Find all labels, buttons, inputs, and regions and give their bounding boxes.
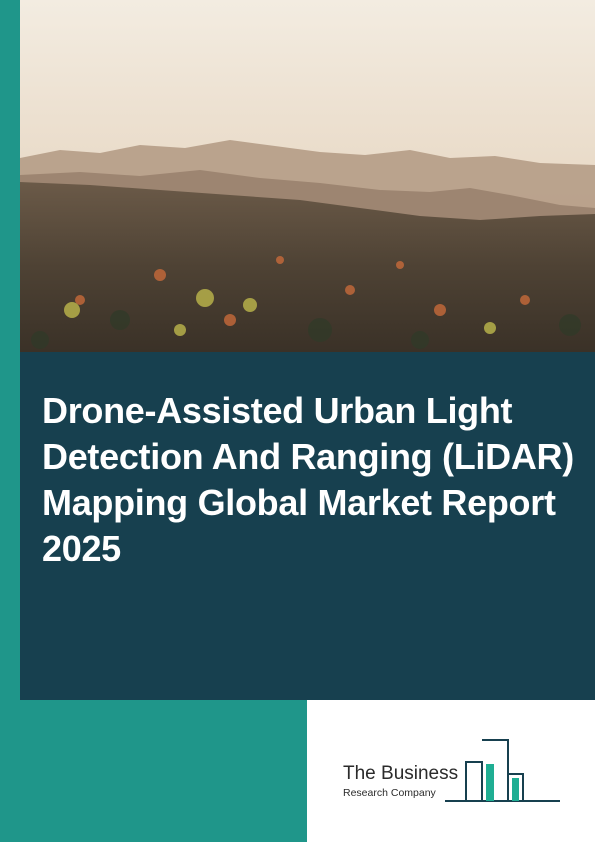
report-title: Drone-Assisted Urban Light Detection And… [42, 390, 574, 569]
publisher-name-line2: Research Company [343, 787, 436, 799]
bar-chart-logo-icon [445, 739, 560, 802]
publisher-name-line1: The Business [343, 763, 459, 784]
cover-photo [20, 0, 595, 352]
left-accent-stripe [0, 0, 20, 842]
bottom-teal-block [0, 700, 307, 842]
title-panel: Drone-Assisted Urban Light Detection And… [20, 352, 595, 700]
publisher-logo: The Business Research Company [340, 738, 565, 808]
